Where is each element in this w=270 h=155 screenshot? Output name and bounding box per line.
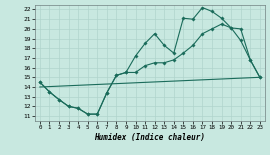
X-axis label: Humidex (Indice chaleur): Humidex (Indice chaleur) (94, 133, 205, 142)
